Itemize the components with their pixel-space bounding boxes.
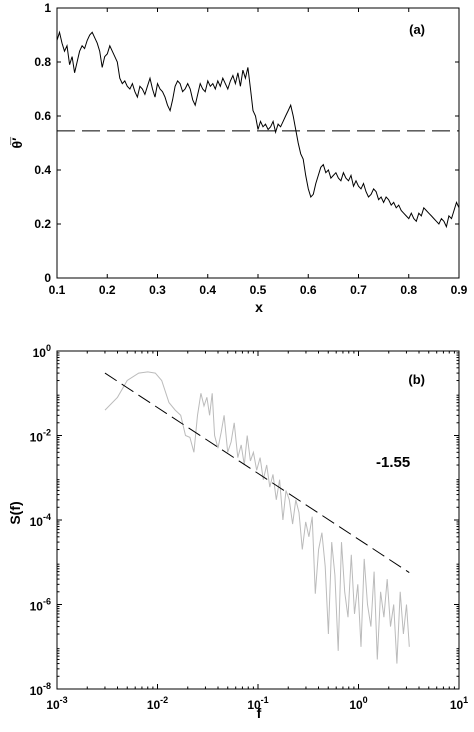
panel-a-y-tick-label: 0.6 xyxy=(34,109,51,123)
panel-b-y-tick-label: 10-2 xyxy=(30,428,51,445)
panel-a-y-tick-label: 0 xyxy=(44,271,51,285)
panel-b-y-tick-label: 10-8 xyxy=(30,681,51,698)
panel-a-axes-box xyxy=(56,7,460,279)
panel-a-y-axis-label: θ̅′ xyxy=(9,137,25,149)
panel-a-x-tick-label: 0.2 xyxy=(99,283,116,297)
panel-a-x-tick-label: 0.8 xyxy=(400,283,417,297)
panel-a-y-tick-label: 0.2 xyxy=(34,217,51,231)
panel-b-y-tick-label: 10-4 xyxy=(30,512,51,529)
panel-b-x-axis-label: f xyxy=(257,705,262,721)
panel-a-x-tick-label: 0.6 xyxy=(300,283,317,297)
panel-b-label: (b) xyxy=(408,372,425,387)
panel-b-y-tick-label: 10-6 xyxy=(30,597,51,614)
panel-b-power-law-fit-line xyxy=(104,372,410,573)
panel-b-y-axis-label: S(f) xyxy=(7,501,23,524)
panel-a-x-tick-label: 0.9 xyxy=(451,283,468,297)
panel-a-x-tick-label: 0.7 xyxy=(350,283,367,297)
panel-a-x-tick-label: 0.4 xyxy=(199,283,216,297)
panel-a-series-line xyxy=(56,30,460,229)
fit-slope-annotation: -1.55 xyxy=(376,454,410,471)
panel-b-y-tick-label: 100 xyxy=(33,343,51,360)
panel-a-y-tick-label: 0.4 xyxy=(34,163,51,177)
panel-a-label: (a) xyxy=(409,22,425,37)
panel-a-x-tick-label: 0.1 xyxy=(49,283,66,297)
chart-panel-a: θ̅′ x (a) 0.1 0.2 0.3 0.4 0.5 0.6 0.7 0.8 0.9 0 0.… xyxy=(9,1,468,315)
panel-b-x-tick-label: 10-1 xyxy=(247,695,268,712)
chart-panel-b: S(f) f (b) -1.55 10-3 10-2 10-1 100 101 10-8 1… xyxy=(7,343,468,721)
panel-a-x-tick-label: 0.3 xyxy=(149,283,166,297)
panel-a-y-tick-label: 1 xyxy=(44,1,51,15)
panel-b-x-tick-label: 101 xyxy=(450,695,468,712)
panel-b-axes-box xyxy=(56,350,460,690)
panel-a-x-tick-label: 0.5 xyxy=(250,283,267,297)
panel-b-x-tick-label: 10-3 xyxy=(46,695,67,712)
panel-b-x-tick-label: 100 xyxy=(349,695,367,712)
panel-a-y-tick-label: 0.8 xyxy=(34,55,51,69)
panel-b-spectrum-line xyxy=(104,371,410,664)
panel-b-x-tick-label: 10-2 xyxy=(147,695,168,712)
panel-a-x-axis-label: x xyxy=(255,299,263,315)
